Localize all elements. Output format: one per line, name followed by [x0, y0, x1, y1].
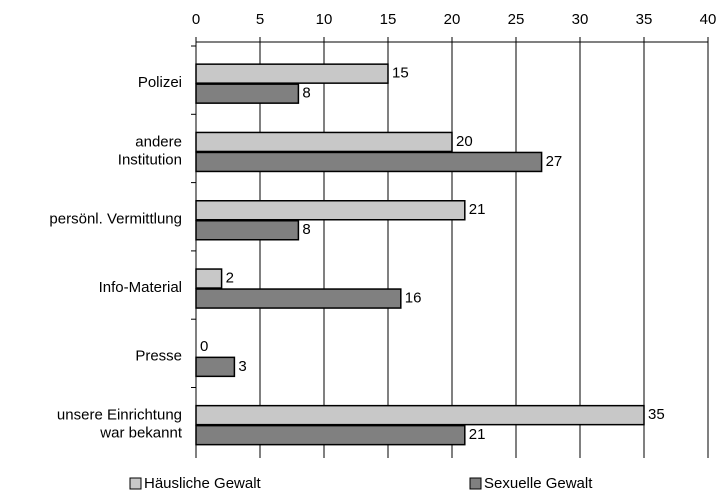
legend-swatch: [129, 477, 142, 490]
bar: [195, 268, 223, 289]
x-tick-label: 5: [256, 11, 264, 28]
x-tick-label: 10: [316, 11, 333, 28]
bar: [195, 63, 389, 84]
value-label: 16: [405, 290, 422, 307]
x-tick-label: 15: [380, 11, 397, 28]
value-label: 8: [302, 85, 310, 102]
y-tick-label: Polizei: [138, 74, 182, 91]
bar: [195, 220, 300, 241]
y-tick-label: Info-Material: [99, 279, 182, 296]
value-label: 35: [648, 406, 665, 423]
value-label: 3: [238, 358, 246, 375]
y-tick-label: andere Institution: [118, 133, 182, 168]
legend-label: Häusliche Gewalt: [144, 475, 262, 492]
value-label: 15: [392, 65, 409, 82]
legend-swatch: [469, 477, 482, 490]
y-tick-label: unsere Einrichtung war bekannt: [57, 407, 183, 442]
bar: [195, 131, 453, 153]
value-label: 21: [469, 201, 486, 218]
bar: [195, 151, 543, 173]
x-tick-label: 35: [636, 11, 653, 28]
x-tick-label: 20: [444, 11, 461, 28]
value-label: 2: [226, 270, 234, 287]
x-tick-label: 40: [700, 11, 717, 28]
x-tick-label: 25: [508, 11, 525, 28]
value-label: 8: [302, 221, 310, 238]
bar: [195, 424, 466, 446]
x-tick-label: 30: [572, 11, 589, 28]
value-label: 21: [469, 426, 486, 443]
value-label: 20: [456, 133, 473, 150]
legend-label: Sexuelle Gewalt: [484, 475, 593, 492]
bar: [195, 404, 645, 426]
bar: [195, 83, 300, 104]
value-label: 0: [200, 338, 208, 355]
y-tick-label: persönl. Vermittlung: [49, 211, 182, 228]
y-tick-label: Presse: [135, 347, 182, 364]
bar: [195, 288, 402, 309]
bar: [195, 356, 236, 378]
value-label: 27: [546, 153, 563, 170]
x-tick-label: 0: [192, 11, 200, 28]
bar: [195, 200, 466, 221]
